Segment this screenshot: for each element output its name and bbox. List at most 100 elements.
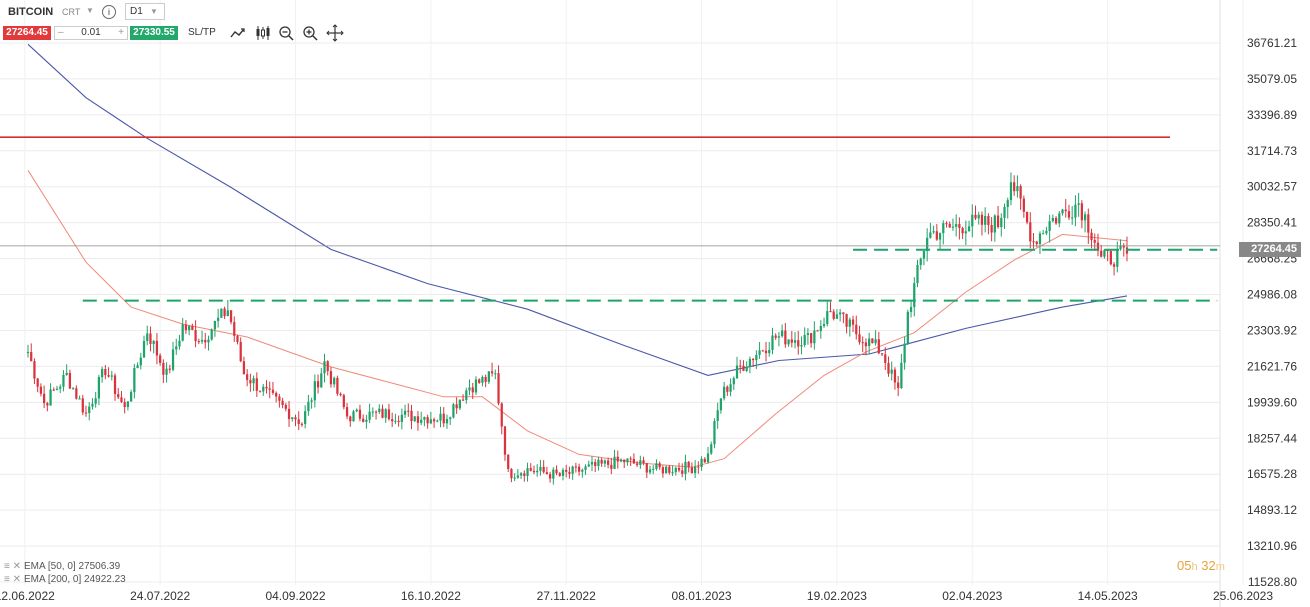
levels[interactable] [0,136,1220,302]
candle-body [442,413,445,424]
candle-body [394,420,397,422]
timer-minutes: 32 [1201,558,1216,573]
buy-price-button[interactable]: 27330.55 [130,26,178,40]
symbol-name[interactable]: BITCOIN [8,6,54,18]
candle-body [287,408,291,420]
y-tick-label: 28350.41 [1247,216,1297,230]
legend-handle-icon[interactable]: ≡ ✕ [4,574,21,585]
candle-body [784,330,787,345]
candle-body [1025,211,1029,223]
candle-body [329,371,333,385]
price-axis[interactable]: 36761.21 35079.05 33396.89 31714.73 30032.57… [1247,36,1297,589]
candle-body [271,389,275,393]
candle-body [642,460,645,464]
candle-body [275,392,278,397]
y-tick-label: 35079.05 [1247,72,1297,86]
ema-200-legend[interactable]: ≡ ✕ EMA [200, 0] 24922.23 [4,574,126,585]
candle-body [68,372,72,389]
candle-body [1054,217,1058,224]
volume-minus-button[interactable]: – [58,27,64,38]
candle-body [429,419,432,424]
candle-body [529,468,532,471]
y-tick-label: 11528.80 [1248,575,1297,589]
candle-body [252,378,255,384]
candle-body [1006,200,1009,207]
timeframe-select[interactable]: D1 [125,3,165,20]
candle-body [777,336,781,338]
candle-body [955,224,958,227]
sltp-button[interactable]: SL/TP [188,27,216,38]
candle-body [149,333,152,344]
candle-body [771,335,774,350]
candle-body [1038,233,1042,245]
sell-price-button[interactable]: 27264.45 [3,26,51,40]
x-tick-label: 27.11.2022 [537,589,596,603]
candle-body [162,362,165,375]
candle-body [391,419,394,422]
candle-body [1064,209,1067,212]
candle-body [397,420,400,422]
candle-body [726,386,729,392]
candle-body [449,417,452,419]
candle-body [745,366,748,371]
candles-icon[interactable] [254,24,272,42]
candle-body [78,398,81,400]
candle-body [39,386,43,394]
line-chart-icon[interactable] [229,24,247,42]
candle-body [687,461,690,468]
candle-body [313,381,316,401]
candle-body [742,365,745,371]
candle-body [961,227,964,234]
candle-body [255,378,258,391]
candle-body [574,466,578,468]
candle-body [120,397,123,403]
candle-body [33,361,36,379]
candle-body [1077,203,1080,205]
candle-body [352,411,355,422]
candle-body [935,231,938,240]
candle-body [806,333,810,335]
candle-body [710,444,713,454]
candle-body [922,250,926,259]
candle-body [996,215,1000,228]
y-tick-label: 24986.08 [1247,288,1297,302]
symbol-dropdown-icon[interactable]: ▼ [86,6,94,15]
candle-body [465,390,468,401]
candle-body [697,466,700,468]
candle-body [358,409,362,419]
candle-body [932,231,935,233]
candle-body [761,350,764,352]
info-icon[interactable]: i [102,5,116,19]
crosshair-icon[interactable] [326,24,344,42]
candle-body [990,224,993,233]
ema-50-legend[interactable]: ≡ ✕ EMA [50, 0] 27506.39 [4,561,120,572]
candle-body [613,456,616,469]
volume-stepper[interactable]: – 0.01 + [54,26,128,40]
candle-body [774,335,777,338]
candle-body [62,374,65,387]
candle-body [84,412,88,414]
candle-body [97,377,101,399]
zoom-out-icon[interactable] [277,24,295,42]
candle-body [903,343,906,363]
ema-200-path [27,43,1128,376]
candle-body [945,223,948,225]
candle-body [739,365,742,367]
candle-body [974,214,977,219]
candle-body [645,463,648,473]
candle-body [893,369,897,383]
candle-body [416,416,420,423]
candle-body [1090,232,1093,241]
candle-body [497,373,500,404]
candle-body [345,407,349,417]
zoom-in-icon[interactable] [301,24,319,42]
candle-body [619,459,623,462]
candle-body [1083,214,1087,221]
time-axis[interactable]: 12.06.2022 24.07.2022 04.09.2022 16.10.2022… [0,589,1273,603]
volume-plus-button[interactable]: + [118,27,124,38]
timeframe-dropdown-icon[interactable]: ▼ [150,7,158,16]
legend-label: EMA [50, 0] 27506.39 [24,561,121,572]
volume-input[interactable]: 0.01 [81,27,101,38]
legend-handle-icon[interactable]: ≡ ✕ [4,561,21,572]
